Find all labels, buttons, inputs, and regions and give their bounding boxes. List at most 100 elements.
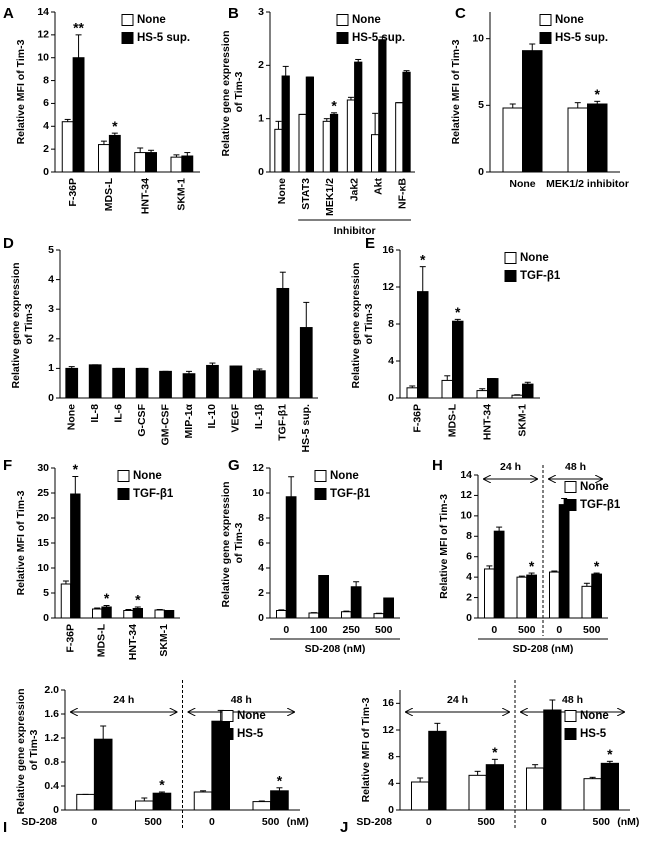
legend-label: HS-5 sup.	[352, 32, 405, 44]
legend-swatch	[504, 270, 517, 282]
y-tick-label: 0	[53, 804, 59, 816]
bar	[493, 530, 505, 619]
y-tick-label: 4	[388, 355, 394, 367]
bar	[452, 320, 464, 399]
x-tick-label: F-36P	[67, 178, 79, 207]
y-tick-label: 0.8	[44, 756, 59, 768]
bar	[276, 610, 287, 619]
y-tick-label: 10	[472, 32, 484, 44]
y-tick-label: 0.4	[44, 780, 59, 792]
legend-label: HS-5 sup.	[555, 32, 608, 44]
y-tick-label: 5	[478, 99, 484, 111]
significance-mark: **	[73, 20, 84, 36]
bar	[373, 613, 385, 619]
bar	[522, 50, 543, 173]
panel-label: G	[228, 457, 240, 474]
bar	[76, 793, 95, 811]
significance-mark: *	[277, 773, 283, 789]
bar	[299, 327, 313, 399]
significance-mark: *	[607, 746, 613, 762]
x-tick-label: MDS-L	[96, 623, 108, 657]
panel-label: B	[228, 5, 239, 22]
bar	[181, 155, 194, 173]
y-axis-label: Relative gene expression of Tim-3	[220, 479, 245, 608]
y-tick-label: 0	[466, 612, 472, 624]
legend-swatch	[314, 488, 327, 500]
x-tick-label: 0	[209, 816, 215, 828]
y-tick-label: 0	[48, 392, 54, 404]
bar	[270, 790, 289, 811]
y-tick-label: 4	[466, 571, 472, 583]
bar	[253, 370, 266, 399]
bar	[468, 774, 487, 811]
x-tick-label: IL-1β	[253, 403, 265, 429]
significance-mark: *	[104, 590, 110, 606]
bar	[502, 107, 523, 173]
bar	[600, 762, 619, 811]
y-tick-label: 14	[460, 469, 472, 481]
bar	[558, 504, 570, 619]
legend-label: HS-5	[580, 728, 607, 740]
y-tick-label: 1.2	[44, 732, 59, 744]
bar	[305, 76, 314, 173]
bar	[108, 134, 121, 173]
legend-label: TGF-β1	[330, 488, 371, 500]
x-tick-label: GM-CSF	[159, 403, 171, 445]
significance-mark: *	[73, 461, 79, 477]
legend-swatch	[539, 14, 552, 26]
x-tick-label: MIP-1α	[183, 403, 195, 438]
legend-label: None	[555, 14, 584, 26]
y-tick-label: 2	[258, 59, 264, 71]
bar	[93, 738, 113, 811]
y-tick-label: 12	[252, 462, 264, 474]
bar	[526, 574, 537, 619]
bar	[274, 128, 283, 173]
y-tick-label: 5	[48, 244, 54, 256]
legend-swatch	[221, 710, 234, 722]
y-axis-label: Relative gene expression of Tim-3	[15, 686, 40, 815]
bar	[485, 764, 504, 811]
legend-label: None	[237, 710, 266, 722]
x-axis-unit: (nM)	[287, 816, 309, 828]
x-tick-label: 500	[583, 624, 601, 636]
x-tick-label: 0	[91, 816, 97, 828]
legend-label: HS-5 sup.	[137, 32, 190, 44]
bar	[318, 575, 329, 619]
bar	[350, 586, 362, 619]
period-label: 24 h	[447, 694, 468, 706]
period-label: 48 h	[565, 461, 586, 473]
bar	[112, 367, 126, 399]
y-tick-label: 8	[388, 318, 394, 330]
significance-mark: *	[455, 304, 461, 320]
y-tick-label: 0	[388, 804, 394, 816]
x-tick-label: NF-κB	[397, 178, 409, 209]
x-tick-label: F-36P	[411, 404, 423, 433]
bar	[567, 107, 588, 173]
period-label: 24 h	[113, 694, 134, 706]
bar	[88, 364, 102, 399]
y-tick-label: 16	[382, 697, 394, 709]
bar	[543, 709, 562, 811]
legend-swatch	[504, 252, 517, 264]
period-label: 48 h	[231, 694, 252, 706]
x-tick-label: 0	[491, 624, 497, 636]
legend-label: None	[133, 470, 162, 482]
x-tick-label: 0	[541, 816, 547, 828]
bar	[526, 767, 545, 811]
y-tick-label: 6	[466, 550, 472, 562]
y-axis-label: Relative MFI of Tim-3	[450, 39, 462, 144]
bar	[441, 379, 453, 399]
y-tick-label: 10	[252, 487, 264, 499]
x-tick-label: F-36P	[64, 624, 76, 653]
bar	[61, 121, 74, 173]
y-tick-label: 0	[258, 166, 264, 178]
bar	[252, 801, 272, 811]
bar	[428, 730, 447, 811]
bar	[581, 585, 593, 619]
bar	[346, 99, 356, 173]
y-tick-label: 20	[37, 512, 49, 524]
y-axis-label: Relative MFI of Tim-3	[438, 494, 450, 599]
significance-mark: *	[492, 744, 498, 760]
bar	[587, 103, 608, 173]
legend-label: TGF-β1	[133, 488, 174, 500]
